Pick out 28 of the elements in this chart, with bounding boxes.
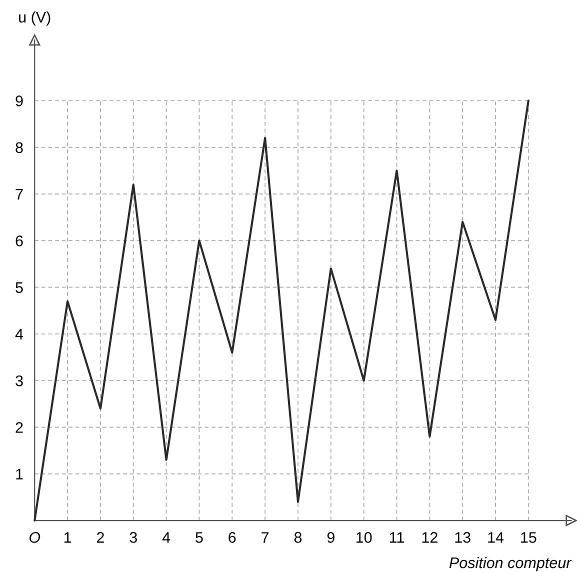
x-tick-label: 7 [262, 532, 269, 543]
x-tick-label: O [30, 532, 40, 543]
x-tick-label: 12 [422, 532, 438, 543]
x-tick-label: 8 [294, 532, 302, 543]
x-tick-label: 11 [390, 532, 404, 543]
x-tick-label: 5 [196, 532, 203, 543]
line-series [34, 100, 530, 522]
x-tick-label: 2 [96, 532, 104, 543]
y-tick-label: 2 [16, 422, 23, 433]
x-tick-label: 14 [488, 532, 504, 543]
y-tick-label: 5 [16, 282, 23, 293]
x-tick-label: 6 [228, 532, 236, 543]
y-tick-label: 1 [16, 468, 23, 480]
y-tick-label: 9 [16, 96, 23, 106]
x-axis-title: Position compteur [449, 556, 572, 572]
x-tick-label: 4 [162, 532, 170, 543]
x-tick-label: 10 [356, 532, 372, 543]
y-tick-label: 7 [16, 189, 23, 200]
y-tick-label: 4 [15, 328, 24, 340]
x-tick-label: 1 [64, 532, 72, 543]
y-tick-label: 8 [16, 142, 23, 154]
x-tick-label: 15 [521, 532, 536, 543]
y-tick-label: 3 [16, 375, 23, 386]
x-tick-label: 3 [130, 532, 137, 543]
x-tick-label: 9 [327, 532, 334, 543]
x-tick-label: 13 [455, 532, 470, 543]
y-axis-title: u (V) [19, 11, 50, 26]
y-tick-label: 6 [16, 235, 23, 246]
